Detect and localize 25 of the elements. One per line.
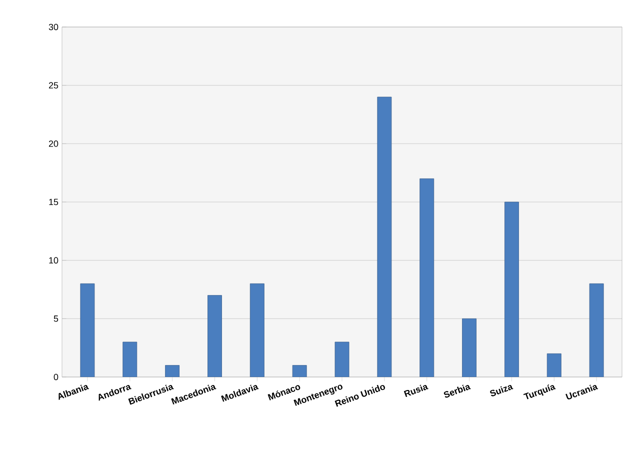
x-tick-label: Suiza [490, 385, 514, 396]
y-tick-label: 25 [48, 82, 58, 89]
y-tick-label: 0 [54, 374, 58, 380]
bar [420, 178, 434, 377]
bar [165, 365, 180, 377]
bar [546, 353, 562, 377]
x-tick-label: Ucrania [566, 384, 598, 400]
y-tick-label: 20 [48, 140, 58, 147]
x-tick-label: Serbia [444, 384, 471, 398]
x-tick-label: Turquía [523, 384, 556, 400]
bar [504, 202, 519, 377]
bar [208, 295, 222, 377]
bar [462, 318, 476, 377]
bar [80, 283, 95, 377]
bar [377, 96, 392, 377]
y-tick-label: 15 [49, 198, 58, 206]
x-tick-label: Rusia [404, 384, 428, 398]
y-tick-label: 5 [54, 316, 58, 322]
y-tick-label: 10 [49, 257, 58, 264]
bar [122, 342, 138, 377]
y-tick-label: 30 [48, 24, 58, 30]
bar [250, 283, 264, 377]
bar [589, 283, 604, 377]
bar [292, 365, 307, 377]
bar [334, 342, 350, 377]
